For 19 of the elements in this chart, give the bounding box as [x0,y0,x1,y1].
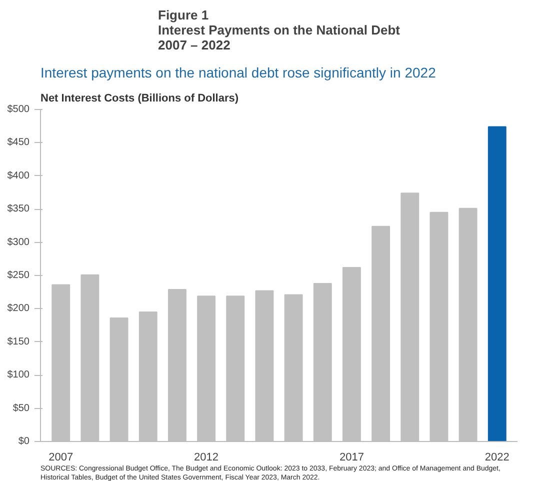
y-tick-label: $200 [7,303,30,314]
bar [488,126,506,442]
x-tick-label: 2017 [339,452,364,464]
y-tick-label: $400 [7,170,30,182]
x-tick-label: 2022 [484,452,510,464]
x-tick-label: 2007 [48,452,74,464]
y-tick-label: $300 [7,236,30,248]
y-tick-label: $500 [7,104,30,115]
y-tick-label: $350 [7,204,30,215]
y-tick-label: $100 [7,370,30,381]
y-axis-title: Net Interest Costs (Billions of Dollars) [40,92,239,104]
chart-title: Figure 1 Interest Payments on the National Debt 2007 – 2022 [158,8,401,52]
chart-subtitle: Interest payments on the national debt rose significantly in 2022 [40,64,436,80]
y-tick-label: $450 [7,137,30,148]
y-tick-label: $0 [18,436,30,447]
y-tick-label: $250 [7,270,30,281]
y-tick-label: $50 [12,402,30,414]
y-tick-label: $150 [7,336,30,348]
x-tick-label: 2012 [194,452,219,464]
